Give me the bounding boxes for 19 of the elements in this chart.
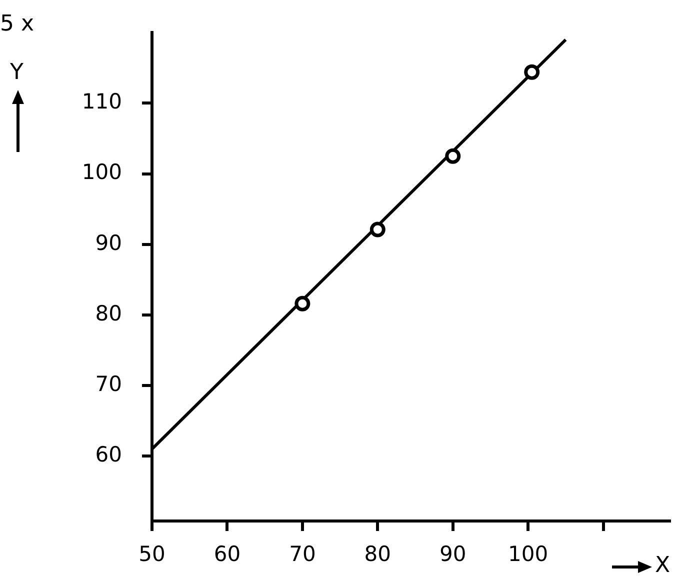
y-tick-label: 70 xyxy=(95,372,122,396)
y-tick-label: 60 xyxy=(95,442,122,467)
x-tick-label: 50 xyxy=(138,542,166,566)
point xyxy=(370,222,386,238)
point xyxy=(445,148,461,164)
point xyxy=(524,64,540,80)
x-tick-label: 80 xyxy=(364,542,392,566)
y-tick-label: 90 xyxy=(95,230,122,255)
x-tick-label: 70 xyxy=(289,542,316,566)
y-tick-label: 110 xyxy=(82,90,122,114)
x-tick-label: 60 xyxy=(214,542,241,566)
x-tick-label: 100 xyxy=(508,542,548,566)
point xyxy=(294,296,310,312)
y-axis-title: Y xyxy=(10,60,24,85)
y-tick-label: 80 xyxy=(95,301,122,326)
text: 5 x xyxy=(0,12,34,37)
x-axis-title: X xyxy=(655,553,670,578)
x-tick-label: 90 xyxy=(440,542,466,566)
y-tick-label: 100 xyxy=(82,160,122,184)
